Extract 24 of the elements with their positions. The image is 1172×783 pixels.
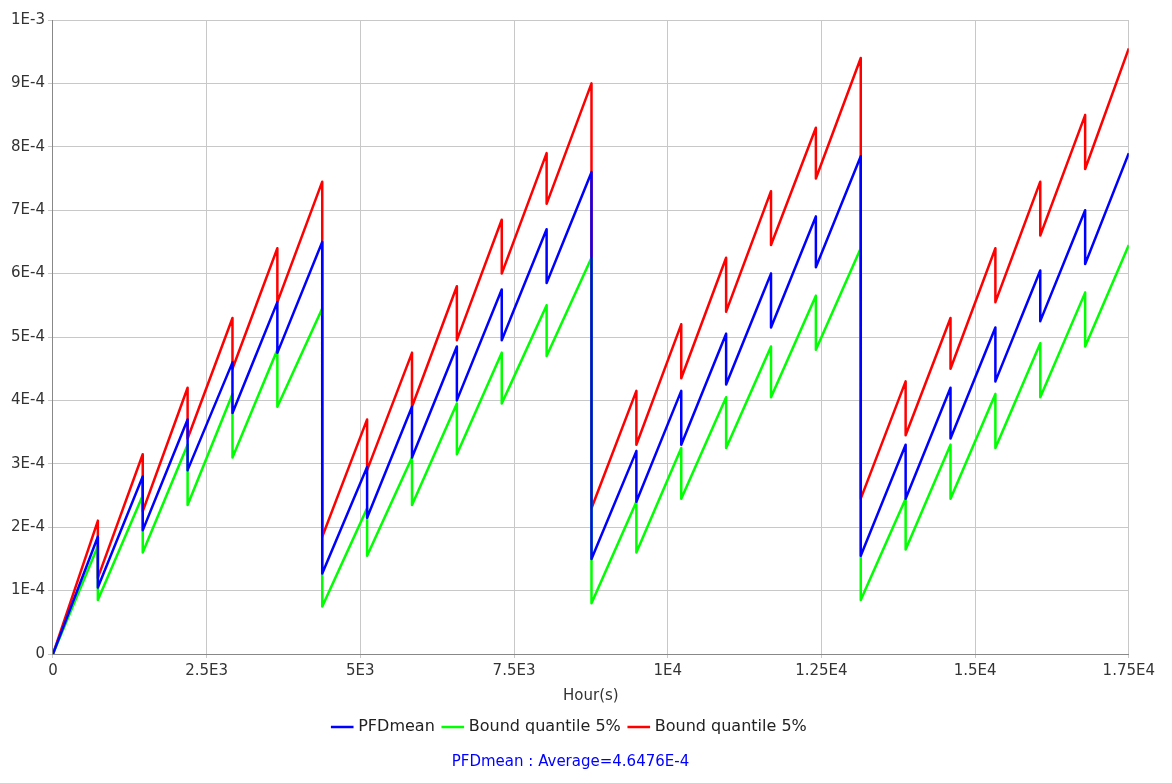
legend-label: Bound quantile 5% <box>654 716 807 736</box>
y-tick-label: 1E-3 <box>10 9 45 28</box>
x-tick-label: 5E3 <box>346 660 375 679</box>
y-tick-label: 9E-4 <box>10 73 45 92</box>
y-tick-label: 0 <box>35 643 45 662</box>
x-tick-label: 1E4 <box>653 660 683 679</box>
y-tick-label: 4E-4 <box>10 390 45 409</box>
y-tick-label: 7E-4 <box>10 200 45 219</box>
y-tick-label: 3E-4 <box>10 453 45 472</box>
x-tick-label: 1.5E4 <box>953 660 997 679</box>
legend-label: Bound quantile 5% <box>468 716 621 736</box>
x-axis-title: Hour(s) <box>563 685 619 704</box>
x-tick-label: 2.5E3 <box>185 660 229 679</box>
y-tick-label: 6E-4 <box>10 263 45 282</box>
x-tick-label: 1.75E4 <box>1102 660 1155 679</box>
y-tick-label: 8E-4 <box>10 136 45 155</box>
x-tick-label: 7.5E3 <box>492 660 536 679</box>
x-tick-label: 1.25E4 <box>795 660 848 679</box>
y-tick-label: 5E-4 <box>10 326 45 345</box>
text: PFDmean : Average=4.6476E-4 <box>451 751 690 770</box>
y-tick-label: 1E-4 <box>10 580 45 599</box>
x-tick-label: 0 <box>48 660 58 679</box>
legend-label: PFDmean <box>358 716 435 736</box>
y-tick-label: 2E-4 <box>10 517 45 536</box>
